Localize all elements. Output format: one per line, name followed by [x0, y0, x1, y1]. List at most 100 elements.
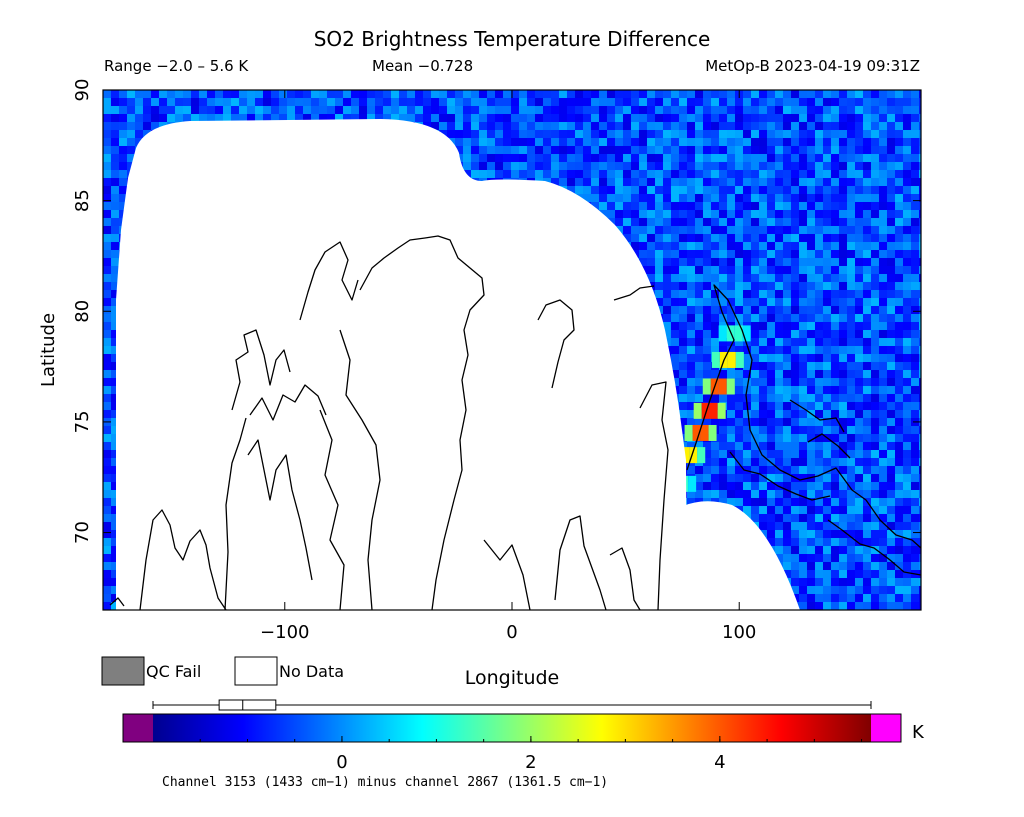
heatmap-cell: [391, 98, 400, 107]
heatmap-cell: [767, 330, 776, 339]
heatmap-cell: [847, 162, 856, 171]
heatmap-cell: [439, 122, 448, 131]
heatmap-cell: [447, 90, 456, 99]
heatmap-cell: [551, 98, 560, 107]
heatmap-cell: [135, 114, 144, 123]
heatmap-cell: [711, 258, 720, 267]
heatmap-cell: [871, 266, 880, 275]
heatmap-cell: [703, 202, 712, 211]
heatmap-cell: [903, 402, 912, 411]
heatmap-cell: [815, 450, 824, 459]
heatmap-cell: [703, 226, 712, 235]
chart-title: SO2 Brightness Temperature Difference: [314, 27, 711, 51]
heatmap-cell: [871, 314, 880, 323]
heatmap-cell: [191, 90, 200, 99]
heatmap-cell: [575, 98, 584, 107]
heatmap-cell: [839, 410, 848, 419]
heatmap-cell: [663, 178, 672, 187]
heatmap-cell: [783, 202, 792, 211]
heatmap-cell: [711, 330, 720, 339]
heatmap-cell: [855, 98, 864, 107]
heatmap-cell: [879, 218, 888, 227]
heatmap-cell: [743, 426, 752, 435]
heatmap-cell: [503, 154, 512, 163]
heatmap-cell: [911, 434, 920, 443]
heatmap-cell: [623, 98, 632, 107]
heatmap-cell: [903, 362, 912, 371]
heatmap-cell: [823, 426, 832, 435]
heatmap-cell: [759, 458, 768, 467]
heatmap-cell: [103, 266, 112, 275]
heatmap-cell: [679, 362, 688, 371]
heatmap-cell: [815, 154, 824, 163]
heatmap-cell: [847, 450, 856, 459]
heatmap-cell: [751, 170, 760, 179]
heatmap-cell: [103, 450, 112, 459]
heatmap-cell: [903, 354, 912, 363]
heatmap-cell: [767, 226, 776, 235]
heatmap-cell: [103, 146, 112, 155]
heatmap-cell: [847, 250, 856, 259]
heatmap-cell: [767, 306, 776, 315]
heatmap-cell: [783, 186, 792, 195]
heatmap-cell: [615, 114, 624, 123]
heatmap-cell: [839, 322, 848, 331]
heatmap-cell: [311, 98, 320, 107]
heatmap-cell: [855, 138, 864, 147]
heatmap-cell: [111, 386, 120, 395]
heatmap-cell: [703, 394, 712, 403]
heatmap-cell: [151, 114, 160, 123]
heatmap-cell: [487, 138, 496, 147]
heatmap-cell: [103, 442, 112, 451]
heatmap-cell: [919, 266, 921, 275]
heatmap-cell: [879, 370, 888, 379]
heatmap-cell: [695, 386, 704, 395]
heatmap-cell: [767, 202, 776, 211]
heatmap-cell: [823, 394, 832, 403]
heatmap-cell: [655, 274, 664, 283]
heatmap-cell: [775, 394, 784, 403]
heatmap-cell: [863, 250, 872, 259]
heatmap-cell: [911, 154, 920, 163]
heatmap-cell: [895, 178, 904, 187]
heatmap-cell: [487, 98, 496, 107]
heatmap-cell: [663, 274, 672, 283]
heatmap-cell: [583, 98, 592, 107]
heatmap-cell: [295, 90, 304, 99]
heatmap-cell: [855, 162, 864, 171]
heatmap-cell: [471, 138, 480, 147]
heatmap-cell: [111, 242, 120, 251]
heatmap-cell: [839, 146, 848, 155]
heatmap-cell: [767, 410, 776, 419]
heatmap-cell: [823, 186, 832, 195]
heatmap-cell: [919, 306, 921, 315]
heatmap-cell: [679, 234, 688, 243]
heatmap-cell: [791, 138, 800, 147]
heatmap-cell: [887, 378, 896, 387]
heatmap-cell: [743, 162, 752, 171]
heatmap-cell: [647, 154, 656, 163]
heatmap-cell: [855, 114, 864, 123]
heatmap-cell: [791, 370, 800, 379]
heatmap-cell: [719, 458, 728, 467]
heatmap-cell: [831, 194, 840, 203]
heatmap-cell: [807, 370, 816, 379]
heatmap-cell: [823, 154, 832, 163]
heatmap-cell: [791, 450, 800, 459]
heatmap-cell: [639, 258, 648, 267]
heatmap-cell: [759, 442, 768, 451]
heatmap-cell: [911, 146, 920, 155]
heatmap-cell: [655, 282, 664, 291]
heatmap-cell: [919, 410, 921, 419]
heatmap-cell: [887, 322, 896, 331]
heatmap-cell: [639, 218, 648, 227]
heatmap-cell: [719, 314, 728, 323]
heatmap-cell: [799, 242, 808, 251]
heatmap-cell: [919, 322, 921, 331]
heatmap-cell: [607, 170, 616, 179]
heatmap-cell: [647, 186, 656, 195]
heatmap-cell: [847, 378, 856, 387]
heatmap-cell: [479, 130, 488, 139]
heatmap-cell: [671, 194, 680, 203]
heatmap-cell: [391, 106, 400, 115]
